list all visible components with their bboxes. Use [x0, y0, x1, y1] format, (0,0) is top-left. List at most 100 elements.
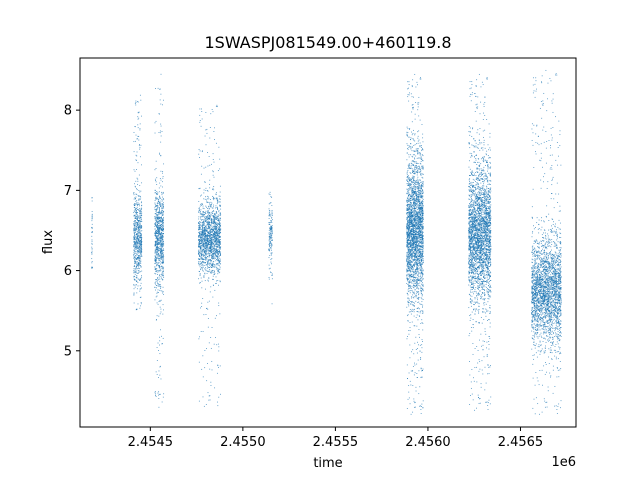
data-point — [141, 255, 143, 257]
data-point — [204, 217, 206, 219]
data-point — [140, 279, 142, 281]
data-point — [158, 257, 160, 259]
data-point — [204, 232, 206, 234]
data-point — [137, 180, 139, 182]
data-point — [206, 206, 208, 208]
data-point — [204, 240, 206, 242]
data-point — [270, 228, 272, 229]
data-point — [159, 220, 161, 222]
data-point — [155, 224, 157, 226]
data-point — [134, 261, 136, 262]
data-point — [136, 177, 138, 179]
data-point — [411, 168, 413, 170]
data-point — [268, 193, 270, 195]
data-point — [161, 250, 163, 252]
data-point — [408, 231, 410, 232]
data-point — [136, 236, 138, 238]
data-point — [416, 348, 418, 349]
data-point — [139, 256, 141, 258]
data-point — [159, 228, 161, 230]
data-point — [213, 226, 215, 228]
data-point — [412, 292, 414, 294]
data-point — [158, 265, 160, 267]
data-point — [411, 321, 413, 323]
data-point — [133, 258, 135, 260]
data-point — [133, 215, 135, 217]
data-point — [154, 257, 156, 259]
data-point — [137, 135, 139, 137]
data-point — [219, 258, 221, 260]
data-point — [406, 201, 408, 203]
data-point — [162, 214, 164, 216]
data-point — [155, 244, 157, 246]
data-point — [207, 190, 209, 192]
data-point — [135, 309, 137, 311]
data-point — [219, 223, 221, 225]
data-point — [406, 244, 408, 246]
data-point — [199, 266, 201, 268]
data-point — [202, 211, 204, 213]
data-point — [219, 271, 221, 273]
data-point — [219, 198, 221, 200]
data-point — [416, 233, 418, 235]
data-point — [408, 255, 410, 256]
data-point — [205, 241, 206, 243]
data-point — [413, 231, 415, 233]
data-point — [155, 241, 157, 243]
data-point — [205, 239, 207, 241]
data-point — [158, 250, 160, 252]
data-point — [413, 187, 415, 189]
data-point — [212, 239, 214, 240]
data-point — [208, 246, 210, 248]
data-point — [140, 288, 142, 290]
data-point — [203, 237, 205, 239]
data-point — [210, 286, 212, 288]
data-point — [200, 225, 202, 227]
data-point — [406, 184, 408, 186]
data-point — [212, 223, 214, 225]
data-point — [204, 198, 206, 200]
data-point — [206, 307, 208, 309]
data-point — [422, 192, 424, 194]
data-point — [215, 221, 217, 223]
data-point — [203, 243, 204, 244]
data-point — [407, 251, 409, 253]
data-point — [217, 215, 219, 217]
data-point — [161, 221, 163, 223]
data-point — [215, 255, 217, 256]
data-point — [159, 152, 160, 154]
data-point — [137, 204, 139, 205]
data-point — [406, 216, 408, 218]
data-point — [157, 217, 159, 219]
data-point — [136, 265, 138, 267]
data-point — [413, 254, 415, 256]
data-point — [213, 240, 215, 241]
data-point — [418, 258, 420, 260]
data-point — [210, 240, 212, 242]
data-point — [419, 205, 421, 207]
data-point — [140, 244, 142, 246]
data-point — [219, 198, 221, 200]
data-point — [216, 200, 218, 202]
data-point — [210, 113, 212, 115]
data-point — [206, 257, 207, 259]
data-point — [158, 394, 159, 396]
data-point — [207, 214, 209, 216]
data-point — [212, 255, 214, 257]
data-point — [135, 221, 137, 223]
data-point — [138, 250, 140, 252]
data-point — [217, 253, 219, 255]
data-point — [214, 219, 216, 221]
data-point — [159, 153, 161, 155]
data-point — [205, 220, 207, 222]
data-point — [207, 210, 209, 212]
data-point — [406, 217, 408, 219]
data-point — [200, 243, 202, 244]
data-point — [408, 212, 410, 214]
data-point — [156, 319, 157, 321]
data-point — [205, 213, 207, 214]
data-point — [133, 249, 135, 251]
data-point — [160, 274, 162, 276]
data-point — [156, 193, 157, 195]
data-point — [203, 167, 205, 169]
